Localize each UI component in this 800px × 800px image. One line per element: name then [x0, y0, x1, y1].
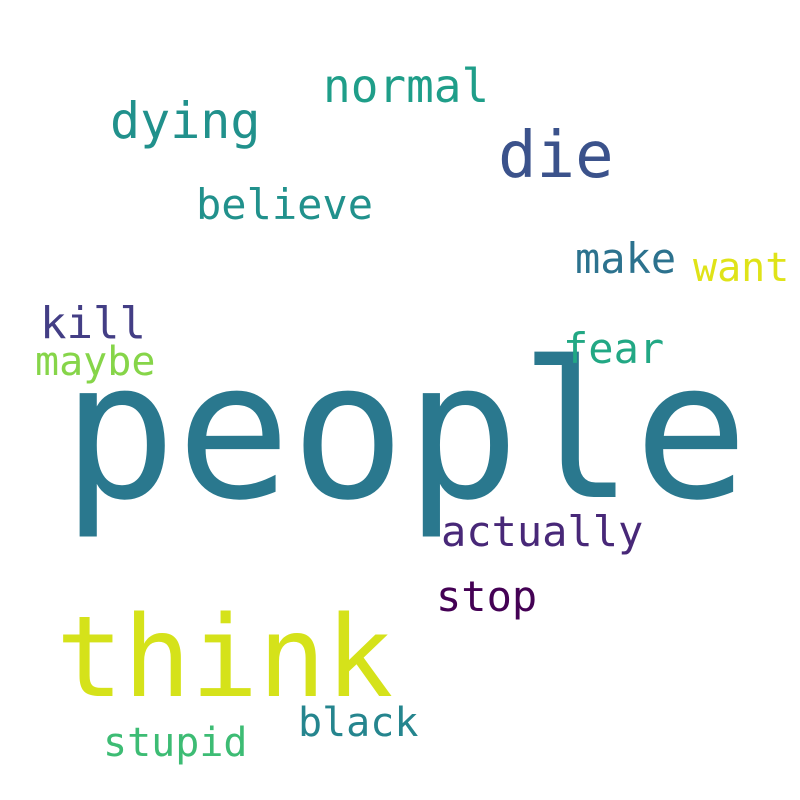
word-stop: stop — [436, 572, 538, 621]
word-think: think — [56, 593, 394, 723]
word-black: black — [298, 700, 419, 746]
word-want: want — [693, 245, 790, 291]
word-die: die — [498, 119, 614, 193]
word-believe: believe — [196, 180, 374, 229]
word-dying: dying — [110, 92, 261, 150]
word-kill: kill — [40, 298, 146, 349]
word-maybe: maybe — [35, 339, 156, 385]
word-actually: actually — [441, 507, 644, 556]
word-people: people — [62, 321, 749, 542]
word-make: make — [575, 234, 677, 283]
word-fear: fear — [563, 324, 665, 373]
word-normal: normal — [323, 59, 490, 113]
word-stupid: stupid — [103, 720, 248, 766]
